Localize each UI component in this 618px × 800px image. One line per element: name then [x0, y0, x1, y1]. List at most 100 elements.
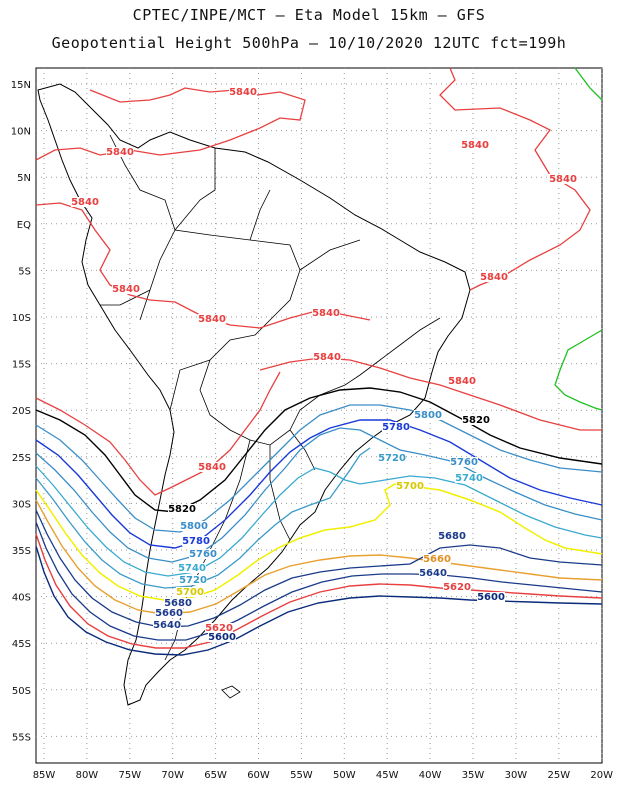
lon-tick-label: 60W: [247, 770, 270, 781]
lat-tick-label: 10S: [12, 313, 31, 324]
lat-tick-label: 20S: [12, 406, 31, 417]
contour-label: 5840: [198, 314, 226, 325]
contour-label-bg: [180, 521, 208, 531]
country-borders: [100, 134, 441, 661]
lat-tick-label: 15N: [11, 80, 31, 91]
contour-label: 5740: [178, 563, 206, 574]
contour-label-bg: [396, 481, 424, 491]
contour-label-bg: [112, 284, 140, 294]
contour-label: 5740: [455, 473, 483, 484]
contour-label: 5840: [549, 174, 577, 185]
lon-tick-label: 20W: [590, 770, 613, 781]
lat-tick-label: 45S: [12, 639, 31, 650]
contour-5620: [35, 533, 603, 649]
contour-5740: [35, 465, 603, 577]
contour-5680-navy: [35, 509, 603, 628]
contour-label: 5840: [106, 147, 134, 158]
map-title-line2: Geopotential Height 500hPa – 10/10/2020 …: [51, 34, 567, 52]
lat-tick-label: 5S: [18, 266, 31, 277]
contour-5780: [35, 419, 603, 549]
contour-5840-west: [35, 371, 281, 496]
contour-5760: [35, 427, 603, 563]
lon-tick-label: 40W: [419, 770, 442, 781]
contour-5840-north: [35, 87, 602, 431]
contour-label: 5840: [312, 308, 340, 319]
lat-tick-label: 10N: [11, 127, 31, 138]
contour-label-bg: [461, 140, 489, 150]
contour-label: 5600: [208, 632, 236, 643]
contour-label: 5700: [396, 481, 424, 492]
contour-label: 5620: [443, 582, 471, 593]
lat-tick-label: 35S: [12, 546, 31, 557]
contour-label: 5720: [179, 575, 207, 586]
lon-tick-label: 55W: [290, 770, 313, 781]
lon-tick-label: 25W: [547, 770, 570, 781]
contour-label-bg: [455, 473, 483, 483]
contour-label: 5840: [198, 462, 226, 473]
contour-label: 5780: [182, 536, 210, 547]
contour-label-bg: [378, 453, 406, 463]
contour-label: 5840: [461, 140, 489, 151]
contour-label: 5840: [229, 87, 257, 98]
contour-label: 5820: [462, 415, 490, 426]
contour-label-bg: [164, 598, 192, 608]
contour-label: 5800: [180, 521, 208, 532]
contour-label: 5840: [480, 272, 508, 283]
lon-tick-label: 70W: [161, 770, 184, 781]
contour-5700: [35, 483, 603, 601]
contour-label-bg: [313, 352, 341, 362]
contour-label-bg: [71, 197, 99, 207]
contour-label-bg: [423, 554, 451, 564]
contour-label-bg: [477, 592, 505, 602]
contour-label: 5840: [71, 197, 99, 208]
lon-tick-label: 30W: [505, 770, 528, 781]
contour-label: 5760: [189, 549, 217, 560]
contour-5860: [554, 67, 603, 411]
contour-label: 5720: [378, 453, 406, 464]
lon-tick-label: 65W: [204, 770, 227, 781]
contour-label: 5640: [419, 568, 447, 579]
contour-label-bg: [414, 410, 442, 420]
contour-5640: [35, 521, 603, 641]
contour-label: 5820: [168, 504, 196, 515]
lat-tick-label: 50S: [12, 686, 31, 697]
contour-label: 5680: [164, 598, 192, 609]
contour-5800: [35, 404, 603, 533]
lon-tick-label: 80W: [76, 770, 99, 781]
contour-label-bg: [208, 632, 236, 642]
contour-label-bg: [312, 308, 340, 318]
contour-label-bg: [549, 174, 577, 184]
contour-label: 5660: [155, 608, 183, 619]
contour-label: 5780: [382, 422, 410, 433]
contour-label-bg: [462, 415, 490, 425]
contour-label-bg: [189, 549, 217, 559]
contour-label-bg: [182, 536, 210, 546]
contour-5680: [35, 499, 603, 615]
contour-label-bg: [198, 314, 226, 324]
lat-tick-label: 55S: [12, 732, 31, 743]
contour-label-bg: [450, 457, 478, 467]
map-frame: [35, 67, 603, 764]
lat-tick-label: 15S: [12, 360, 31, 371]
lat-tick-label: EQ: [17, 220, 31, 231]
lat-tick-label: 40S: [12, 593, 31, 604]
contour-label-bg: [178, 563, 206, 573]
contour-label-bg: [480, 272, 508, 282]
lat-tick-label: 5N: [17, 173, 31, 184]
contour-label: 5660: [423, 554, 451, 565]
contour-label: 5700: [176, 587, 204, 598]
contour-label-bg: [168, 504, 196, 514]
contour-label-bg: [438, 531, 466, 541]
contour-label-bg: [229, 87, 257, 97]
lon-tick-label: 50W: [333, 770, 356, 781]
contour-label-bg: [153, 620, 181, 630]
contour-label-bg: [155, 608, 183, 618]
contour-label-bg: [382, 422, 410, 432]
contour-label-bg: [176, 587, 204, 597]
contour-label: 5640: [153, 620, 181, 631]
falkland-islands: [221, 685, 241, 699]
contour-5720: [35, 447, 371, 589]
contour-label-bg: [205, 623, 233, 633]
contour-label-bg: [198, 462, 226, 472]
lon-tick-label: 45W: [376, 770, 399, 781]
